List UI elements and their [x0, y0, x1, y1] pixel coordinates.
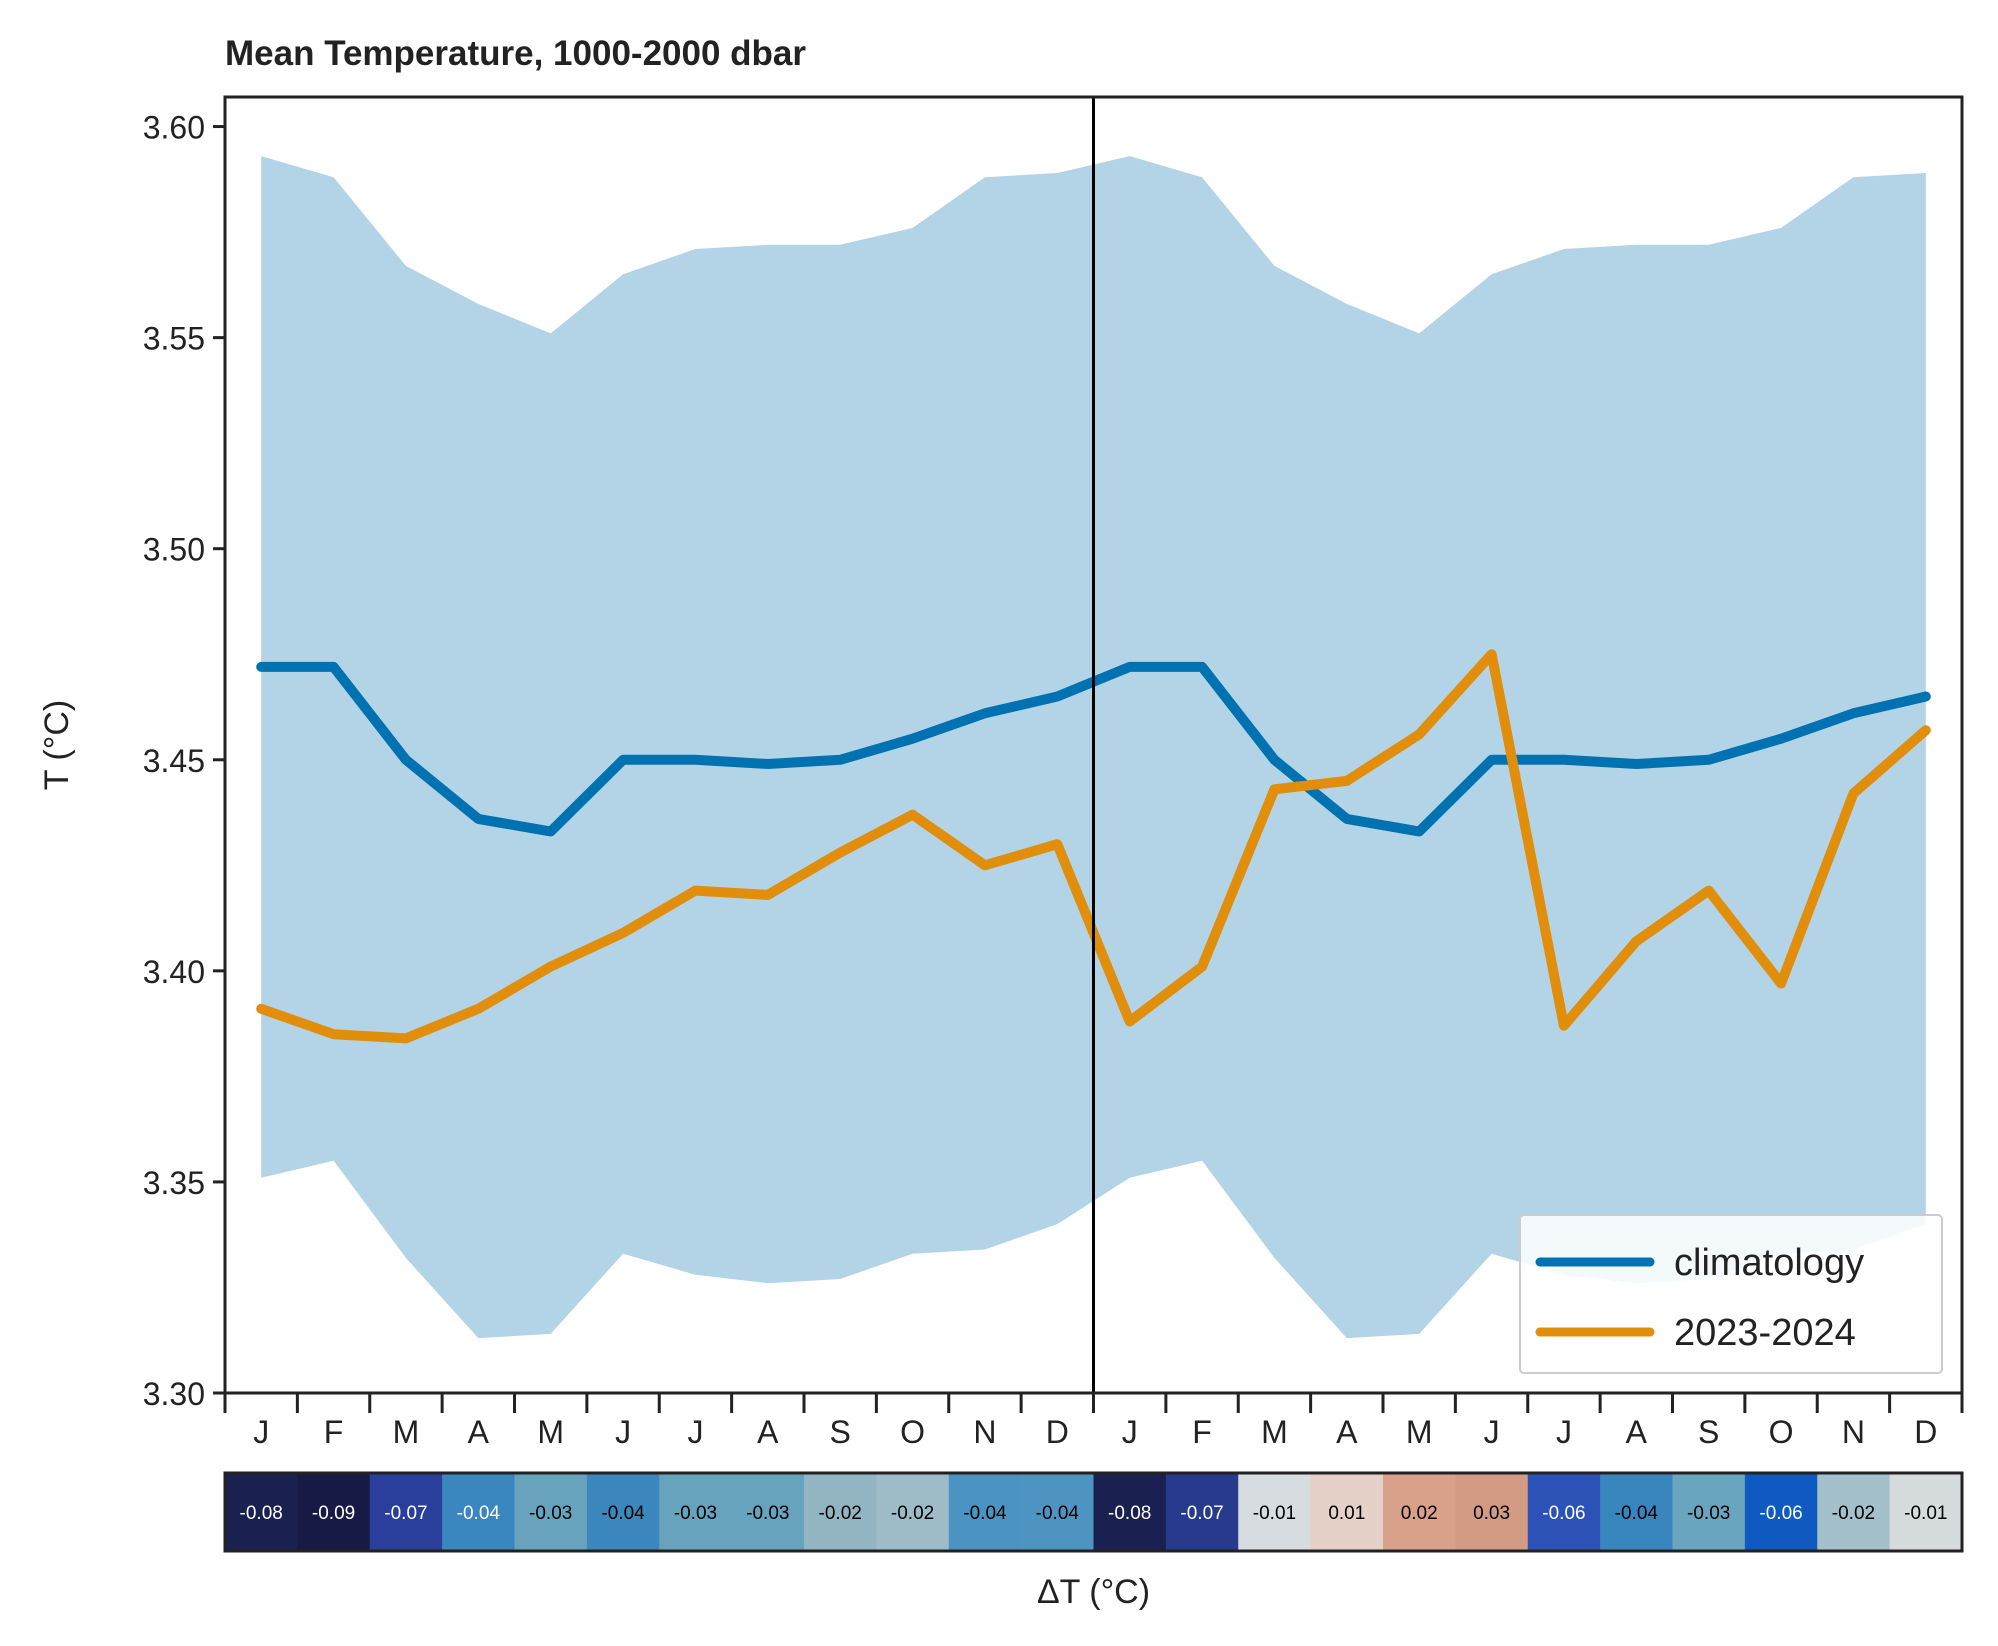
anomaly-cell — [1455, 1473, 1529, 1551]
anomaly-cell — [1021, 1473, 1095, 1551]
anomaly-cell — [442, 1473, 516, 1551]
x-tick-label: N — [973, 1414, 996, 1450]
x-tick-label: J — [615, 1414, 631, 1450]
anomaly-value: -0.04 — [601, 1503, 645, 1524]
anomaly-value: -0.02 — [891, 1503, 934, 1524]
legend-label-2023-2024: 2023-2024 — [1674, 1312, 1856, 1354]
x-tick-label: A — [757, 1414, 779, 1450]
x-tick-label: M — [537, 1414, 564, 1450]
anomaly-cell — [1889, 1473, 1963, 1551]
anomaly-cell — [1744, 1473, 1818, 1551]
y-tick-label: 3.30 — [143, 1376, 205, 1412]
anomaly-value: -0.04 — [457, 1503, 501, 1524]
anomaly-strip-label: ΔT (°C) — [1037, 1573, 1150, 1611]
anomaly-cell — [1383, 1473, 1456, 1551]
anomaly-cell — [369, 1473, 443, 1551]
y-tick-label: 3.40 — [143, 954, 205, 990]
anomaly-value: -0.02 — [1832, 1503, 1875, 1524]
anomaly-value: -0.07 — [384, 1503, 427, 1524]
y-tick-label: 3.35 — [143, 1165, 205, 1201]
anomaly-cell — [876, 1473, 950, 1551]
anomaly-strip: -0.08 -0.09 -0.07 -0.04 -0.03 -0.04 -0.03 -0.03… — [225, 1473, 1963, 1551]
anomaly-value: -0.03 — [674, 1503, 717, 1524]
anomaly-value: -0.07 — [1180, 1503, 1223, 1524]
x-tick-label: M — [1406, 1414, 1433, 1450]
chart-title: Mean Temperature, 1000-2000 dbar — [225, 34, 806, 73]
anomaly-value: -0.08 — [240, 1503, 283, 1524]
y-tick-label: 3.50 — [143, 532, 205, 568]
anomaly-value: -0.04 — [963, 1503, 1007, 1524]
x-tick-label: D — [1914, 1414, 1937, 1450]
anomaly-cell — [514, 1473, 588, 1551]
x-tick-label: J — [1122, 1414, 1138, 1450]
x-tick-label: A — [468, 1414, 490, 1450]
x-tick-label: F — [1192, 1414, 1212, 1450]
anomaly-value: -0.02 — [819, 1503, 862, 1524]
anomaly-cell — [731, 1473, 805, 1551]
anomaly-cell — [1817, 1473, 1891, 1551]
anomaly-value: -0.01 — [1253, 1503, 1296, 1524]
anomaly-value: 0.01 — [1328, 1503, 1365, 1524]
anomaly-value: -0.03 — [1687, 1503, 1730, 1524]
y-tick-label: 3.60 — [143, 110, 205, 146]
x-tick-label: M — [1261, 1414, 1288, 1450]
legend: climatology 2023-2024 — [1519, 1214, 1943, 1374]
x-tick-label: D — [1046, 1414, 1069, 1450]
anomaly-cell — [586, 1473, 660, 1551]
x-tick-label: F — [324, 1414, 344, 1450]
x-tick-label: O — [1769, 1414, 1794, 1450]
anomaly-cell — [1310, 1473, 1384, 1551]
anomaly-cell — [1165, 1473, 1239, 1551]
anomaly-cell — [804, 1473, 877, 1551]
anomaly-value: -0.03 — [529, 1503, 572, 1524]
anomaly-cell — [225, 1473, 298, 1551]
anomaly-value: -0.03 — [746, 1503, 789, 1524]
anomaly-value: 0.03 — [1473, 1503, 1510, 1524]
x-tick-label: A — [1336, 1414, 1358, 1450]
anomaly-value: -0.06 — [1759, 1503, 1802, 1524]
x-tick-label: J — [687, 1414, 703, 1450]
anomaly-strip-frame — [223, 1471, 1964, 1553]
anomaly-cell — [1527, 1473, 1601, 1551]
anomaly-cell — [659, 1473, 733, 1551]
anomaly-value: -0.01 — [1904, 1503, 1947, 1524]
y-axis: 3.30 3.35 3.40 3.45 3.50 3.55 3.60 — [143, 110, 225, 1412]
anomaly-value: -0.04 — [1036, 1503, 1080, 1524]
x-tick-label: O — [900, 1414, 925, 1450]
anomaly-cell — [1238, 1473, 1312, 1551]
anomaly-value: -0.06 — [1542, 1503, 1585, 1524]
y-axis-label: T (°C) — [38, 700, 76, 790]
x-tick-label: J — [1484, 1414, 1500, 1450]
anomaly-value: -0.04 — [1615, 1503, 1659, 1524]
anomaly-value: 0.02 — [1401, 1503, 1438, 1524]
x-tick-label: M — [393, 1414, 420, 1450]
y-tick-label: 3.45 — [143, 743, 205, 779]
legend-label-climatology: climatology — [1674, 1242, 1864, 1284]
y-tick-label: 3.55 — [143, 321, 205, 357]
x-tick-label: S — [830, 1414, 851, 1450]
anomaly-cell — [1093, 1473, 1167, 1551]
anomaly-cell — [1600, 1473, 1674, 1551]
anomaly-value: -0.09 — [312, 1503, 355, 1524]
anomaly-cell — [1672, 1473, 1746, 1551]
x-tick-label: J — [1556, 1414, 1572, 1450]
x-tick-label: N — [1842, 1414, 1865, 1450]
anomaly-value: -0.08 — [1108, 1503, 1151, 1524]
x-tick-label: J — [253, 1414, 269, 1450]
x-tick-label: S — [1698, 1414, 1719, 1450]
anomaly-cell — [948, 1473, 1022, 1551]
anomaly-cell — [297, 1473, 371, 1551]
x-tick-label: A — [1626, 1414, 1648, 1450]
